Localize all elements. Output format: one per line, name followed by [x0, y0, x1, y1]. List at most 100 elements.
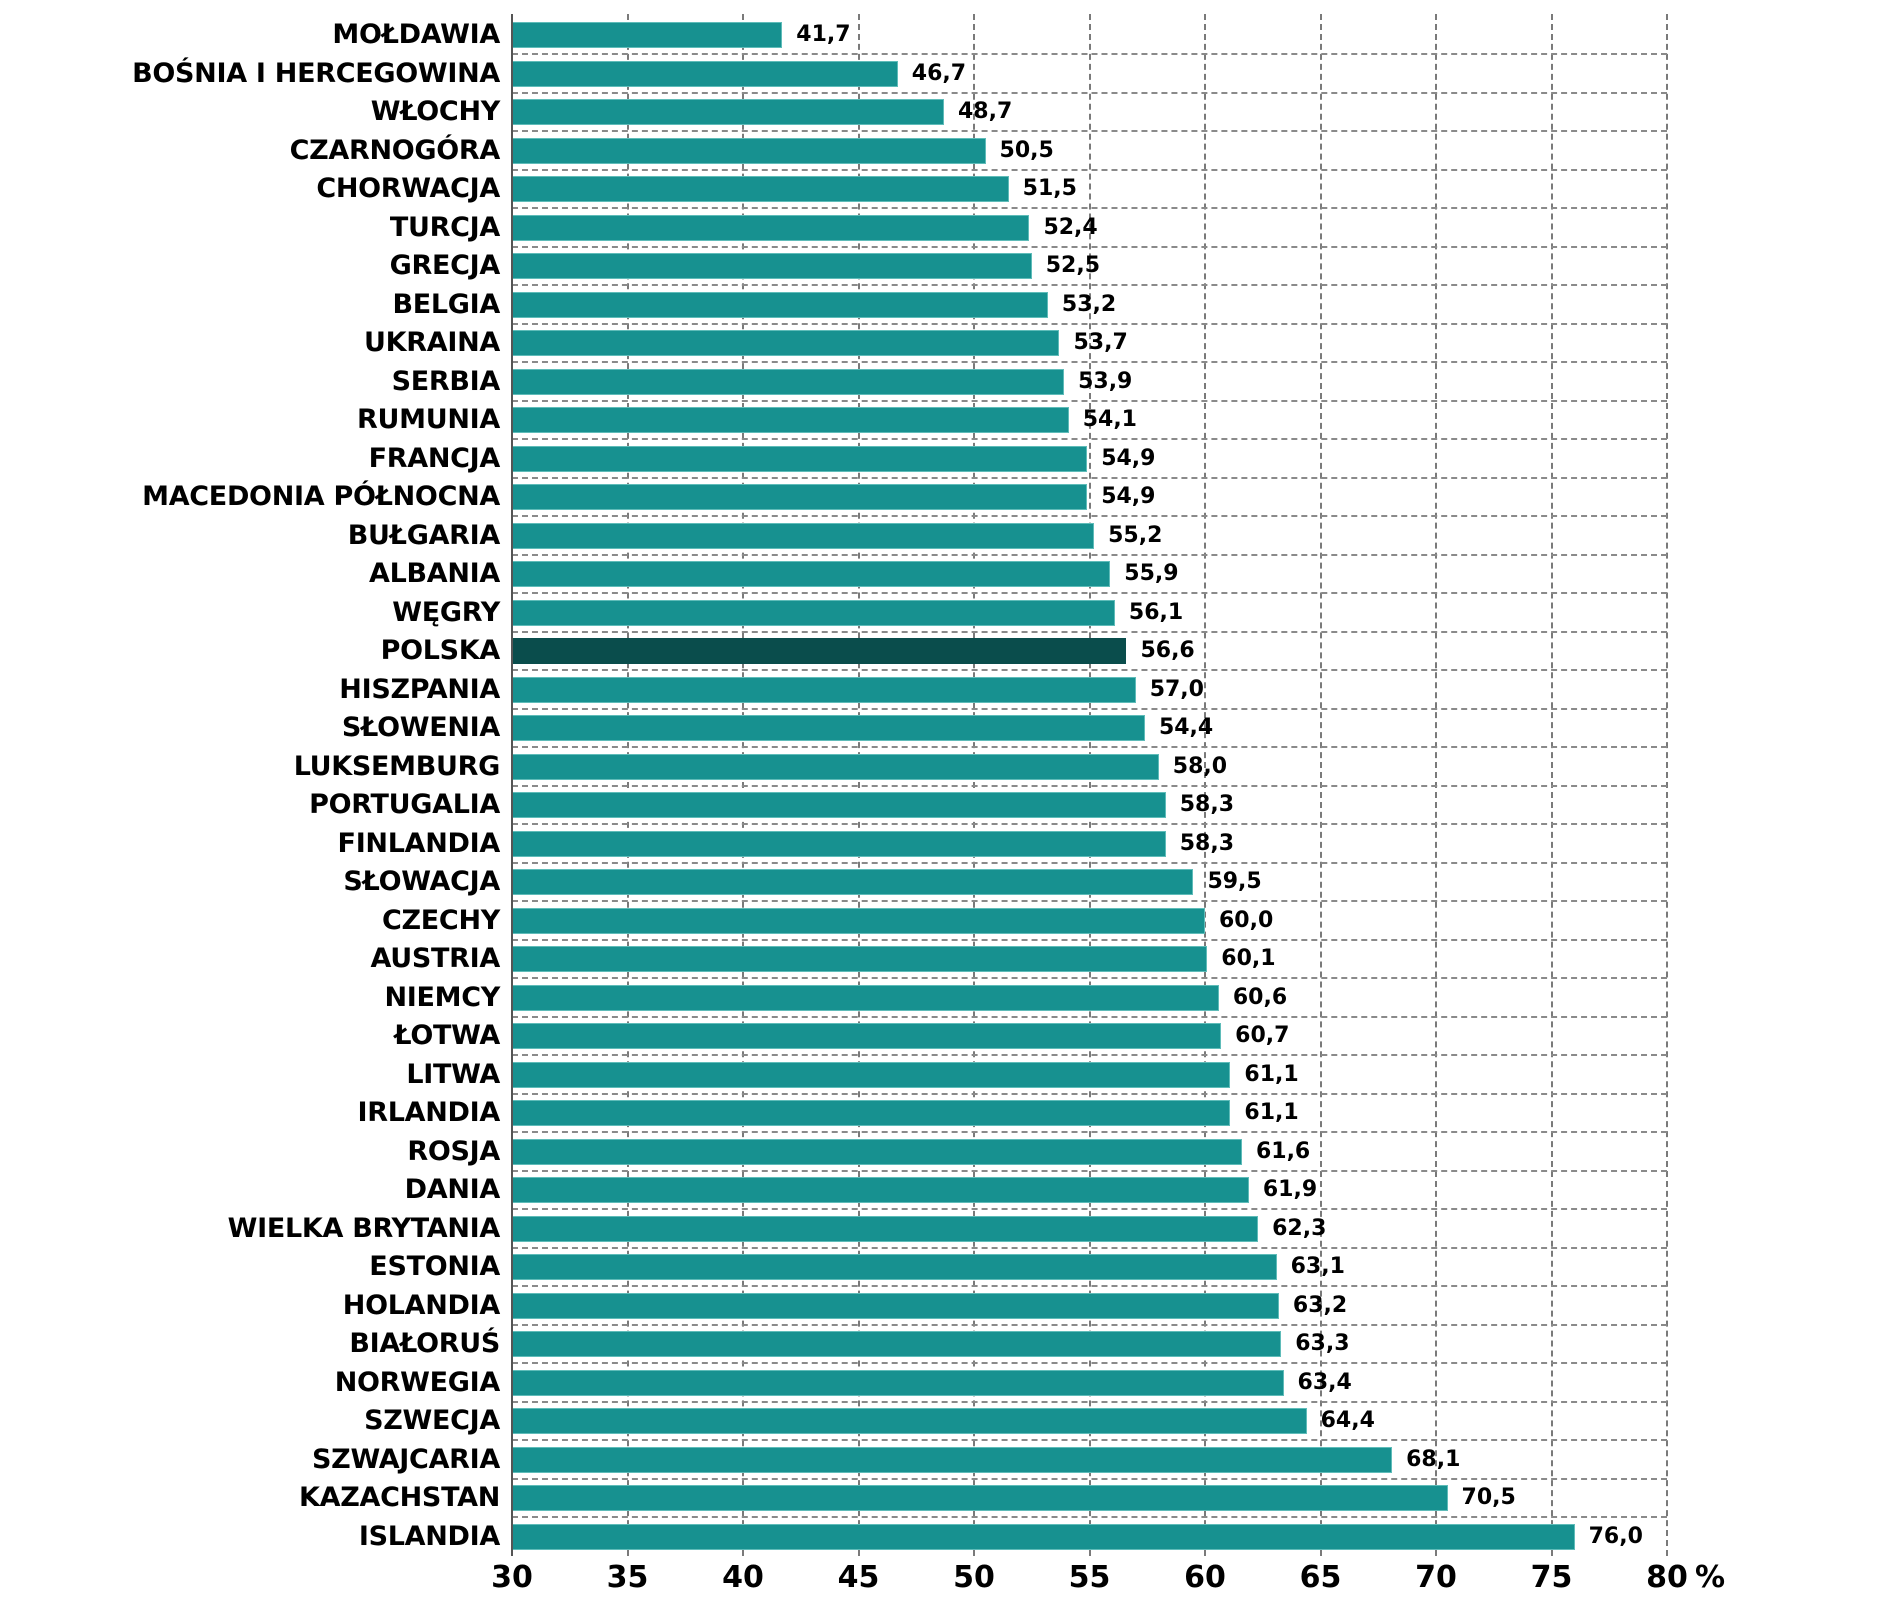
horizontal-gridline [512, 1362, 1667, 1364]
category-label: WĘGRY [392, 596, 500, 628]
x-tick-label: 75 [1530, 1560, 1573, 1595]
category-label: TURCJA [389, 211, 500, 243]
bar [512, 99, 944, 125]
horizontal-gridline [512, 553, 1667, 556]
category-label: ESTONIA [369, 1251, 500, 1282]
bar [512, 60, 898, 87]
horizontal-gridline [512, 284, 1667, 286]
horizontal-gridline [512, 1400, 1667, 1403]
horizontal-gridline [512, 1169, 1667, 1172]
value-label: 59,5 [1207, 869, 1262, 894]
bar [512, 1292, 1279, 1319]
category-label: WŁOCHY [370, 96, 501, 127]
value-label: 62,3 [1272, 1215, 1327, 1241]
category-label: NORWEGIA [334, 1366, 501, 1398]
category-label: POLSKA [380, 635, 501, 666]
category-label: FINLANDIA [337, 827, 501, 859]
horizontal-gridline [512, 438, 1667, 440]
bar [512, 1331, 1282, 1357]
value-label: 53,2 [1061, 291, 1117, 317]
horizontal-gridline [512, 938, 1667, 941]
bar [512, 1408, 1307, 1434]
bar [512, 753, 1159, 780]
vertical-gridline [1666, 14, 1668, 1556]
bar [512, 291, 1048, 318]
horizontal-gridline [512, 1054, 1667, 1056]
category-label: CZECHY [382, 904, 500, 936]
category-label: RUMUNIA [357, 404, 500, 435]
bar [512, 1485, 1448, 1511]
bar [512, 1061, 1231, 1088]
horizontal-gridline [512, 669, 1667, 671]
bar [512, 1215, 1259, 1242]
value-label: 56,6 [1140, 638, 1195, 663]
horizontal-gridline [512, 861, 1667, 864]
bar [512, 522, 1095, 549]
bar [512, 484, 1088, 510]
category-label: ALBANIA [368, 558, 500, 589]
value-label: 60,6 [1232, 984, 1288, 1010]
horizontal-gridline [512, 1092, 1667, 1095]
value-label: 54,4 [1158, 715, 1214, 740]
bar [512, 1523, 1575, 1550]
horizontal-gridline [512, 91, 1667, 94]
bar [512, 176, 1009, 202]
bar [512, 22, 783, 48]
value-label: 54,1 [1082, 407, 1137, 432]
bar [512, 715, 1145, 741]
x-tick-label: 70 [1415, 1560, 1457, 1595]
horizontal-gridline [512, 630, 1667, 633]
bar [512, 407, 1069, 433]
value-label: 55,9 [1124, 561, 1179, 586]
category-label: ISLANDIA [358, 1520, 500, 1552]
value-label: 58,0 [1172, 753, 1228, 779]
value-label: 58,3 [1179, 830, 1234, 856]
category-label: GRECJA [389, 250, 501, 281]
horizontal-gridline [512, 53, 1667, 55]
bar [512, 599, 1115, 626]
value-label: 68,1 [1406, 1446, 1461, 1472]
category-label: ROSJA [407, 1135, 500, 1167]
value-label: 51,5 [1022, 176, 1077, 201]
value-label: 61,1 [1244, 1100, 1299, 1125]
bar [512, 1023, 1222, 1049]
bar [512, 214, 1030, 241]
value-label: 63,4 [1297, 1369, 1352, 1395]
horizontal-gridline [512, 399, 1667, 402]
horizontal-gridline [512, 1323, 1667, 1326]
value-label: 60,0 [1219, 907, 1274, 933]
value-label: 54,9 [1101, 445, 1156, 471]
bar [512, 869, 1194, 895]
horizontal-gridline [512, 1246, 1667, 1249]
value-label: 60,7 [1235, 1023, 1290, 1048]
category-label: IRLANDIA [357, 1097, 501, 1128]
value-label: 61,9 [1262, 1177, 1318, 1202]
x-tick-label: 30 [491, 1560, 533, 1595]
bar [512, 1138, 1242, 1165]
category-label: BELGIA [392, 288, 500, 320]
value-label: 48,7 [957, 99, 1013, 124]
category-label: SŁOWENIA [341, 712, 500, 743]
x-tick-label: 50 [953, 1560, 995, 1595]
x-tick-label: 40 [722, 1560, 764, 1595]
category-label: WIELKA BRYTANIA [227, 1212, 501, 1244]
value-label: 41,7 [796, 22, 851, 47]
bar [512, 561, 1111, 587]
bar [512, 676, 1136, 703]
category-label: KAZACHSTAN [299, 1482, 500, 1513]
value-label: 52,5 [1045, 253, 1101, 278]
horizontal-gridline [512, 1516, 1667, 1518]
value-label: 55,2 [1108, 522, 1163, 548]
horizontal-gridline [512, 130, 1667, 132]
value-label: 56,1 [1128, 599, 1184, 625]
horizontal-gridline [512, 361, 1667, 363]
y-axis-line [511, 14, 513, 1556]
value-label: 52,4 [1043, 214, 1098, 240]
value-label: 63,3 [1295, 1331, 1350, 1356]
horizontal-gridline [512, 592, 1667, 594]
value-label: 57,0 [1149, 676, 1204, 702]
x-tick-label: 55 [1068, 1560, 1111, 1595]
x-tick-label: 80 [1646, 1560, 1688, 1595]
bar [512, 330, 1060, 356]
